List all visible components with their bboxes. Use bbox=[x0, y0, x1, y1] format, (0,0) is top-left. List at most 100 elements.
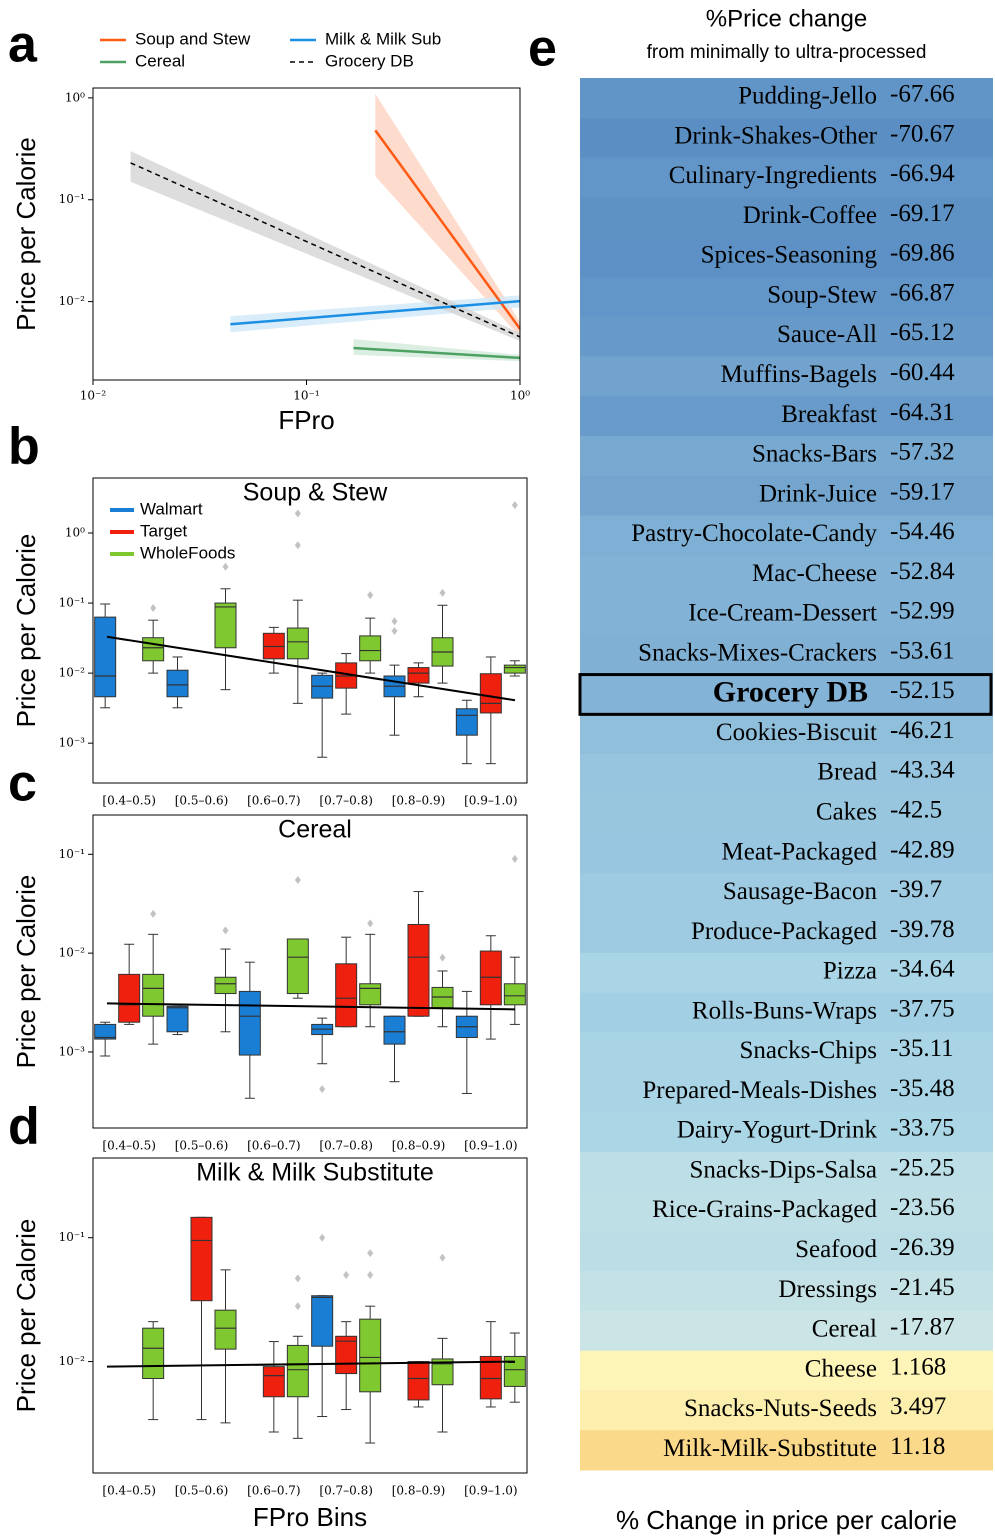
row-label: Bread bbox=[817, 759, 877, 786]
outlier bbox=[367, 919, 374, 928]
x-axis-label: % Change in price per calorie bbox=[616, 1505, 957, 1535]
trend-line bbox=[130, 162, 521, 338]
row-value: -69.17 bbox=[890, 200, 955, 227]
box bbox=[359, 635, 382, 662]
heatmap-cell bbox=[580, 833, 993, 874]
outlier bbox=[367, 591, 374, 600]
box bbox=[479, 673, 502, 714]
box bbox=[503, 664, 526, 674]
x-tick-label: [0.7–0.8) bbox=[319, 1139, 373, 1153]
row-label: Pudding-Jello bbox=[738, 83, 877, 110]
box bbox=[142, 973, 165, 1017]
x-tick-label: 10⁰ bbox=[510, 389, 530, 403]
row-label: Meat-Packaged bbox=[722, 838, 878, 865]
outlier bbox=[511, 501, 518, 510]
y-axis-label: Price per Calorie bbox=[11, 1219, 41, 1413]
outlier bbox=[294, 875, 301, 884]
row-value: -57.32 bbox=[890, 439, 955, 466]
row-value: -35.48 bbox=[890, 1075, 955, 1102]
heatmap-cell bbox=[580, 78, 993, 119]
heatmap-cell bbox=[580, 634, 993, 676]
x-axis-label: FPro bbox=[278, 405, 334, 435]
x-tick-label: [0.5–0.6) bbox=[175, 794, 229, 808]
box bbox=[94, 1023, 117, 1040]
heatmap-cell bbox=[580, 1231, 993, 1272]
fit-line bbox=[106, 635, 516, 702]
panel-letter: d bbox=[8, 1098, 40, 1156]
x-tick-label: [0.5–0.6) bbox=[175, 1484, 229, 1498]
row-value: -42.89 bbox=[890, 836, 955, 863]
heatmap-cell bbox=[580, 1191, 993, 1232]
legend-label: Soup and Stew bbox=[135, 29, 251, 48]
box bbox=[166, 669, 189, 698]
heatmap-cell bbox=[580, 157, 993, 198]
box bbox=[190, 1216, 213, 1302]
highlight-box bbox=[578, 673, 993, 716]
row-label: Grocery DB bbox=[713, 675, 868, 708]
heatmap-cell bbox=[580, 316, 993, 357]
outlier bbox=[294, 1302, 301, 1311]
outlier bbox=[294, 1274, 301, 1283]
box bbox=[214, 602, 237, 649]
x-tick-label: [0.9–1.0) bbox=[464, 1484, 518, 1498]
outlier bbox=[439, 953, 446, 962]
heatmap-cell bbox=[580, 595, 993, 636]
box bbox=[383, 1015, 406, 1045]
outlier bbox=[511, 854, 518, 863]
row-label: Cereal bbox=[812, 1316, 877, 1343]
x-axis-label: FPro Bins bbox=[253, 1502, 367, 1532]
heatmap-cell bbox=[580, 793, 993, 835]
box bbox=[286, 627, 309, 660]
row-label: Soup-Stew bbox=[767, 281, 877, 308]
box bbox=[503, 1355, 526, 1387]
y-tick-label: 10⁻² bbox=[59, 1354, 86, 1368]
trend-line bbox=[374, 129, 522, 330]
row-label: Snacks-Chips bbox=[740, 1037, 878, 1064]
heatmap-cell bbox=[580, 754, 993, 795]
row-label: Rice-Grains-Packaged bbox=[652, 1196, 877, 1223]
heatmap-cell bbox=[580, 1350, 993, 1391]
heatmap-cell bbox=[580, 475, 993, 516]
heatmap-cell bbox=[580, 714, 993, 755]
plot-title: Soup & Stew bbox=[243, 479, 388, 507]
box bbox=[214, 976, 237, 995]
y-axis-label: Price per Calorie bbox=[11, 137, 41, 331]
heatmap-cell bbox=[580, 276, 993, 318]
legend-label: Grocery DB bbox=[325, 51, 414, 70]
plot-frame bbox=[92, 477, 528, 784]
x-tick-label: 10⁻² bbox=[80, 389, 107, 403]
row-label: Muffins-Bagels bbox=[721, 361, 877, 388]
plot-title: Milk & Milk Substitute bbox=[196, 1159, 434, 1187]
box bbox=[166, 1005, 189, 1033]
box bbox=[286, 1344, 309, 1398]
row-value: -43.34 bbox=[890, 757, 955, 784]
panel-letter: e bbox=[528, 20, 557, 78]
row-label: Snacks-Dips-Salsa bbox=[690, 1156, 877, 1183]
heatmap-cell bbox=[580, 396, 993, 437]
box bbox=[407, 667, 430, 684]
y-tick-label: 10⁻¹ bbox=[59, 192, 85, 206]
x-tick-label: [0.8–0.9) bbox=[392, 1484, 446, 1498]
trend-line bbox=[353, 346, 521, 360]
outlier bbox=[294, 509, 301, 518]
row-label: Cakes bbox=[816, 799, 877, 826]
box bbox=[335, 963, 358, 1028]
heatmap-cell bbox=[580, 435, 993, 477]
row-value: -54.46 bbox=[890, 518, 955, 545]
row-label: Mac-Cheese bbox=[752, 560, 877, 587]
row-value: -26.39 bbox=[890, 1234, 955, 1261]
x-tick-label: [0.8–0.9) bbox=[392, 1139, 446, 1153]
row-label: Milk-Milk-Substitute bbox=[663, 1435, 877, 1462]
x-tick-label: [0.7–0.8) bbox=[319, 794, 373, 808]
row-value: 11.18 bbox=[890, 1433, 945, 1460]
row-value: 3.497 bbox=[890, 1393, 946, 1420]
heatmap-cell bbox=[580, 356, 993, 397]
y-tick-label: 10⁰ bbox=[65, 90, 85, 104]
heatmap-cell bbox=[580, 1151, 993, 1193]
heatmap-cell bbox=[580, 952, 993, 994]
outlier bbox=[150, 604, 157, 613]
panel-letter: a bbox=[8, 16, 38, 74]
heatmap-cell bbox=[580, 992, 993, 1034]
box bbox=[455, 708, 478, 736]
heatmap-cell bbox=[580, 1112, 993, 1153]
